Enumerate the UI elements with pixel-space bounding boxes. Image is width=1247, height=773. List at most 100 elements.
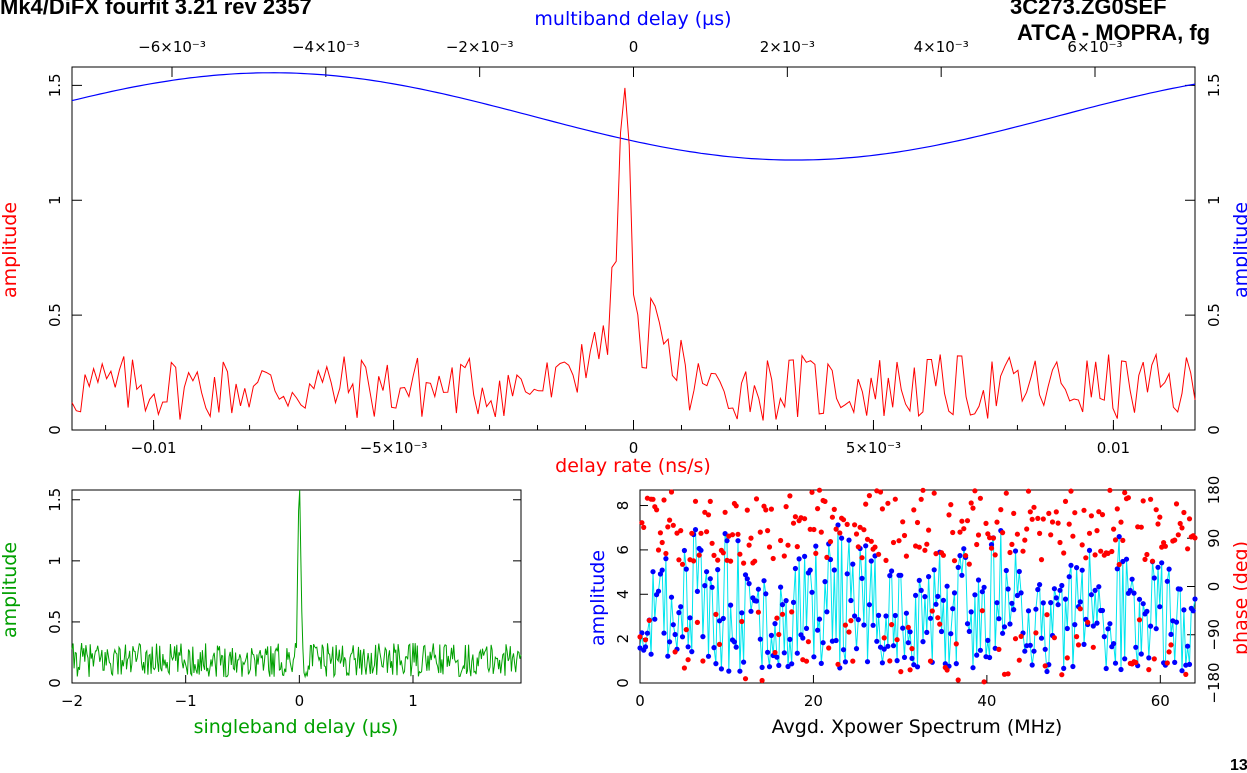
xpower-phase-point xyxy=(705,512,712,518)
xpower-phase-point xyxy=(1007,549,1013,556)
xpower-amplitude-point xyxy=(774,654,780,660)
xpower-amplitude-point xyxy=(753,598,760,604)
xpower-amplitude-point xyxy=(792,565,799,572)
xpower-phase-point xyxy=(778,537,784,544)
main-right-tick-label: 1 xyxy=(1205,195,1223,205)
xpower-amplitude-point xyxy=(901,654,908,661)
xpower-phase-point xyxy=(1018,633,1024,640)
xpower-amplitude-point xyxy=(755,586,762,592)
xpower-phase-point xyxy=(683,627,689,633)
xpower-amplitude-point xyxy=(728,602,734,608)
xpower-amplitude-point xyxy=(1107,621,1113,627)
xpower-amplitude-point xyxy=(1040,600,1046,606)
xpower-amplitude-point xyxy=(778,584,784,590)
xpower-phase-point xyxy=(964,518,971,524)
xpower-phase-point xyxy=(744,507,750,513)
xpower-phase-point xyxy=(746,542,752,548)
xpower-amplitude-point xyxy=(1133,644,1139,650)
xpower-amplitude-point xyxy=(1177,586,1183,592)
xpower-amplitude-point xyxy=(1009,600,1015,606)
xpower-phase-point xyxy=(696,552,702,558)
xpower-amplitude-point xyxy=(1037,582,1043,588)
xpower-phase-point xyxy=(1049,519,1056,525)
header-right-subtitle: ATCA - MOPRA, fg xyxy=(1017,20,1210,45)
singleband-x-tick-label: −2 xyxy=(61,692,83,710)
xpower-phase-point xyxy=(892,496,898,502)
xpower-amplitude-point xyxy=(994,600,1000,606)
main-bottom-tick-label: 0.01 xyxy=(1097,439,1130,457)
xpower-phase-point xyxy=(1074,634,1080,640)
xpower-amplitude-point xyxy=(1186,661,1193,668)
multiband-delay-line xyxy=(71,72,1196,161)
xpower-amplitude-point xyxy=(807,567,813,573)
xpower-phase-point xyxy=(914,519,921,526)
xpower-phase-point xyxy=(1009,541,1015,548)
xpower-y-tick-label: 8 xyxy=(614,501,632,511)
xpower-phase-point xyxy=(1024,526,1030,532)
xpower-phase-point xyxy=(896,538,902,544)
xpower-amplitude-point xyxy=(1140,601,1146,607)
xpower-amplitude-point xyxy=(933,601,939,607)
xpower-phase-point xyxy=(981,679,987,685)
xpower-amplitude-point xyxy=(1190,608,1196,614)
xpower-amplitude-point xyxy=(1018,590,1024,596)
xpower-amplitude-point xyxy=(796,556,802,562)
xpower-phase-point xyxy=(1151,656,1157,662)
xpower-amplitude-point xyxy=(759,664,765,671)
xpower-amplitude-point xyxy=(1077,599,1083,605)
singleband-y-tick-label: 1.5 xyxy=(46,488,64,512)
xpower-amplitude-point xyxy=(863,543,869,549)
main-left-tick-label: 0.5 xyxy=(46,303,64,327)
xpower-phase-point xyxy=(868,538,874,544)
xpower-phase-point xyxy=(755,609,762,615)
xpower-phase-point xyxy=(1051,635,1057,641)
xpower-amplitude-point xyxy=(1185,643,1191,649)
xpower-phase-point xyxy=(1042,663,1048,669)
xpower-y2-axis-label: phase (deg) xyxy=(1230,541,1247,655)
xpower-phase-point xyxy=(853,531,860,537)
xpower-phase-point xyxy=(951,558,958,564)
xpower-phase-point xyxy=(827,539,834,545)
singleband-y-axis-label: amplitude xyxy=(0,542,21,638)
xpower-phase-point xyxy=(1099,511,1106,518)
xpower-amplitude-point xyxy=(733,644,739,650)
xpower-phase-point xyxy=(672,649,678,655)
xpower-amplitude-point xyxy=(700,634,706,640)
xpower-phase-point xyxy=(1048,532,1054,538)
xpower-amplitude-point xyxy=(1111,641,1117,647)
xpower-amplitude-point xyxy=(1029,662,1035,668)
xpower-amplitude-point xyxy=(981,584,987,590)
xpower-phase-point xyxy=(1120,537,1126,544)
xpower-y2-tick-label: −180 xyxy=(1205,662,1223,703)
xpower-phase-point xyxy=(826,645,832,651)
xpower-amplitude-point xyxy=(705,653,712,659)
xpower-phase-point xyxy=(1086,530,1093,536)
xpower-phase-point xyxy=(1088,513,1094,519)
xpower-phase-point xyxy=(813,550,819,557)
xpower-phase-point xyxy=(692,498,699,504)
xpower-phase-point xyxy=(1000,530,1006,536)
xpower-phase-point xyxy=(829,514,836,520)
xpower-amplitude-point xyxy=(1148,623,1154,629)
xpower-phase-point xyxy=(768,506,775,512)
xpower-phase-point xyxy=(1055,520,1061,526)
xpower-phase-point xyxy=(807,526,813,532)
xpower-phase-point xyxy=(885,500,891,506)
xpower-amplitude-point xyxy=(831,567,837,573)
xpower-amplitude-point xyxy=(890,643,897,649)
xpower-phase-point xyxy=(1033,630,1039,636)
xpower-phase-point xyxy=(1185,546,1191,552)
xpower-amplitude-point xyxy=(1064,625,1070,632)
xpower-phase-point xyxy=(879,506,886,512)
xpower-phase-point xyxy=(933,551,939,557)
xpower-phase-point xyxy=(916,544,922,550)
xpower-phase-point xyxy=(698,530,704,536)
xpower-amplitude-point xyxy=(709,584,715,590)
xpower-phase-point xyxy=(931,490,937,496)
main-right-tick-label: 1.5 xyxy=(1205,73,1223,97)
xpower-amplitude-point xyxy=(737,668,743,674)
xpower-y-tick-label: 4 xyxy=(614,589,632,599)
xpower-phase-point xyxy=(887,658,893,664)
xpower-phase-point xyxy=(837,530,843,536)
xpower-amplitude-point xyxy=(940,597,947,603)
